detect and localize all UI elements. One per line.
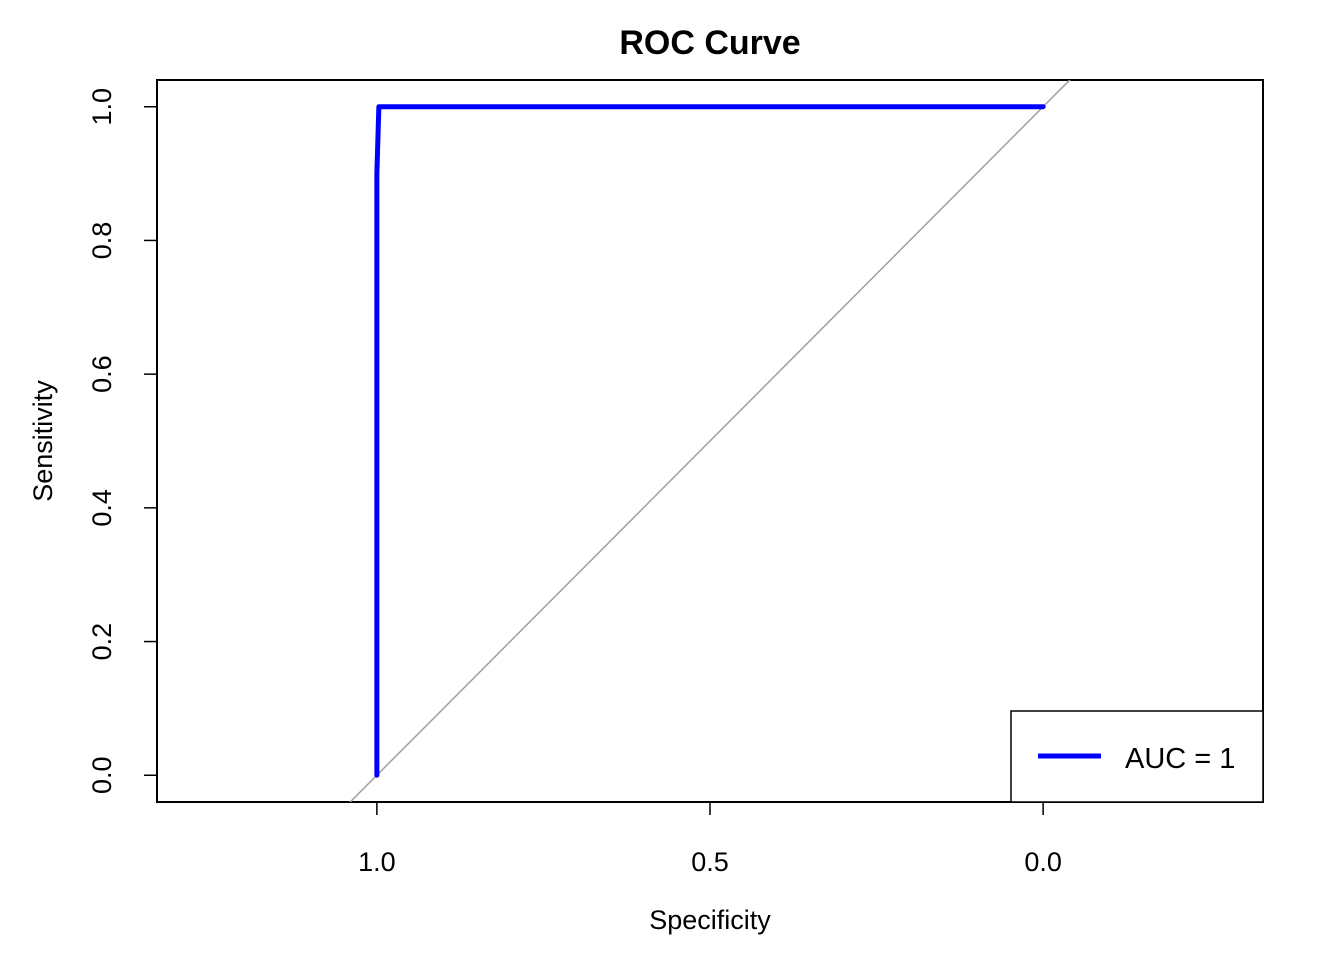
x-axis: 1.0 0.5 0.0	[358, 801, 1062, 877]
y-tick-label: 0.6	[87, 355, 117, 393]
x-axis-label: Specificity	[649, 905, 771, 935]
legend: AUC = 1	[1010, 710, 1264, 803]
roc-curve-series-0	[374, 104, 1046, 778]
x-tick-label: 1.0	[358, 847, 396, 877]
y-tick-label: 0.8	[87, 222, 117, 260]
y-tick-label: 1.0	[87, 88, 117, 126]
y-tick-label: 0.4	[87, 489, 117, 527]
y-axis-label: Sensitivity	[28, 380, 58, 502]
y-axis: 0.0 0.2 0.4 0.6 0.8 1.0	[87, 88, 158, 794]
reference-diagonal-line	[349, 80, 1071, 802]
x-tick-label: 0.0	[1024, 847, 1062, 877]
x-tick-label: 0.5	[691, 847, 729, 877]
reference-layer	[349, 80, 1071, 802]
legend-label: AUC = 1	[1125, 743, 1235, 775]
series-layer	[374, 104, 1046, 778]
chart-title: ROC Curve	[619, 24, 800, 62]
y-tick-label: 0.0	[87, 756, 117, 794]
y-tick-label: 0.2	[87, 623, 117, 661]
